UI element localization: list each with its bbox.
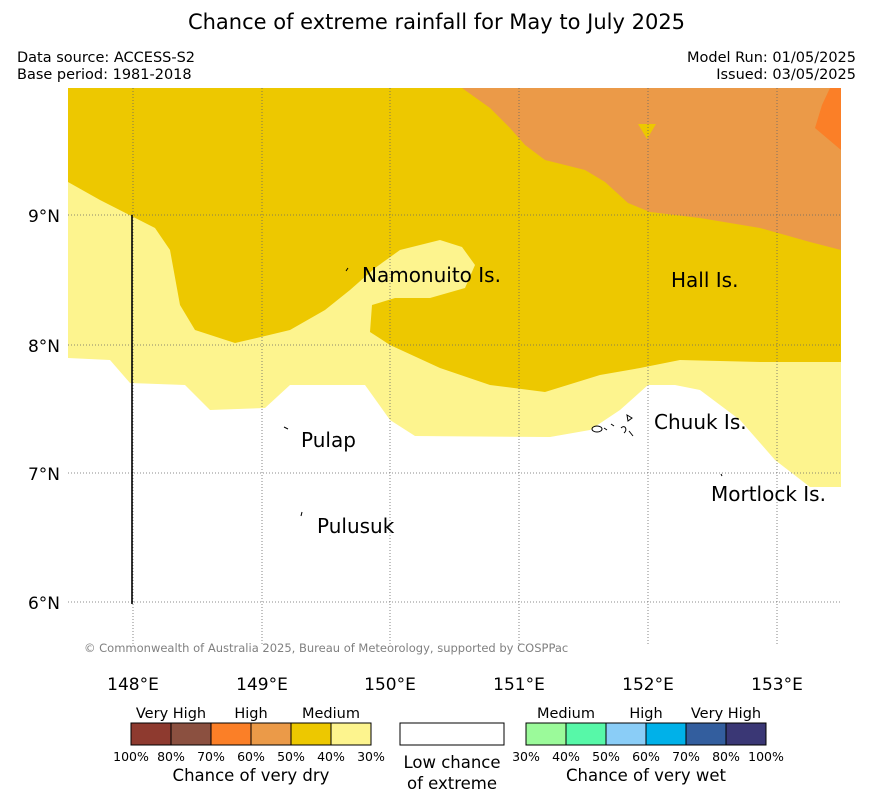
dry-swatch-2 (170, 722, 212, 746)
dry-legend-label: Chance of very dry (173, 766, 330, 785)
wet-swatch-5 (685, 722, 727, 746)
run-info: Model Run: 01/05/2025 Issued: 03/05/2025 (687, 50, 856, 84)
lon-label-150e: 150°E (364, 675, 416, 695)
wet-swatch-6 (725, 722, 767, 746)
lon-label-149e: 149°E (236, 675, 288, 695)
base-period: Base period: 1981-2018 (17, 67, 192, 83)
lat-label-8n: 8°N (28, 337, 60, 357)
place-namonuito: Namonuito Is. (362, 263, 501, 287)
lon-label-148e: 148°E (107, 675, 159, 695)
dry-tick: 30% (357, 749, 385, 764)
neutral-label-1: Low chance (403, 753, 500, 772)
dry-legend: Very High High Medium 100% 80% 70% 60% 5… (113, 706, 385, 785)
dry-cat-high: High (234, 706, 267, 722)
place-pulap: Pulap (301, 428, 356, 452)
wet-legend: Medium High Very High 30% 40% 50% 60% 70… (512, 706, 784, 785)
data-source: Data source: ACCESS-S2 (17, 50, 196, 66)
place-mortlock: Mortlock Is. (711, 482, 826, 506)
place-hall: Hall Is. (671, 268, 738, 292)
wet-swatch-4 (645, 722, 687, 746)
lat-label-7n: 7°N (28, 465, 60, 485)
dry-swatch-1 (130, 722, 172, 746)
wet-tick: 30% (512, 749, 540, 764)
wet-swatch-2 (565, 722, 607, 746)
wet-tick: 50% (592, 749, 620, 764)
wet-tick: 80% (712, 749, 740, 764)
place-pulusuk: Pulusuk (317, 514, 395, 538)
lat-label-9n: 9°N (28, 207, 60, 227)
dry-tick: 80% (157, 749, 185, 764)
dry-tick: 100% (113, 749, 149, 764)
dry-swatch-6 (330, 722, 372, 746)
wet-tick: 70% (672, 749, 700, 764)
wet-cat-high: High (629, 706, 662, 722)
dry-tick: 50% (277, 749, 305, 764)
lon-label-151e: 151°E (493, 675, 545, 695)
lon-label-152e: 152°E (622, 675, 674, 695)
dry-swatch-3 (210, 722, 252, 746)
dry-tick: 40% (317, 749, 345, 764)
wet-cat-medium: Medium (537, 706, 595, 722)
zone-gold-spot (638, 124, 656, 139)
island-markers (283, 267, 723, 517)
neutral-label-2: of extreme (407, 774, 497, 793)
lon-label-153e: 153°E (751, 675, 803, 695)
wet-tick: 40% (552, 749, 580, 764)
dry-tick: 60% (237, 749, 265, 764)
wet-tick: 100% (748, 749, 784, 764)
wet-tick: 60% (632, 749, 660, 764)
zone-dark-orange (815, 88, 841, 150)
dry-tick: 70% (197, 749, 225, 764)
model-run: Model Run: 01/05/2025 (686, 50, 856, 66)
neutral-legend: Low chance of extreme (399, 722, 505, 793)
lat-label-6n: 6°N (28, 594, 60, 614)
copyright-notice: © Commonwealth of Australia 2025, Bureau… (84, 641, 568, 655)
source-info: Data source: ACCESS-S2 Base period: 1981… (17, 50, 195, 84)
place-chuuk: Chuuk Is. (654, 410, 747, 434)
zone-orange (462, 88, 841, 250)
neutral-swatch (399, 722, 505, 746)
issued-date: Issued: 03/05/2025 (716, 67, 856, 83)
wet-cat-very-high: Very High (691, 706, 761, 722)
map-title: Chance of extreme rainfall for May to Ju… (187, 10, 686, 34)
dry-cat-medium: Medium (302, 706, 360, 722)
wet-swatch-3 (605, 722, 647, 746)
wet-legend-label: Chance of very wet (566, 766, 727, 785)
wet-swatch-1 (525, 722, 567, 746)
dry-cat-very-high: Very High (136, 706, 206, 722)
dry-swatch-5 (290, 722, 332, 746)
dry-swatch-4 (250, 722, 292, 746)
